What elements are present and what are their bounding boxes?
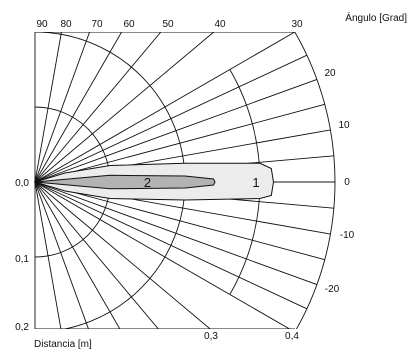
arc-0_4m	[294, 32, 336, 329]
angle-tick-right-0: 0	[344, 177, 350, 188]
spoke--60deg	[34, 181, 121, 329]
spoke-70deg	[34, 32, 91, 183]
distance-tick-bottom-0_3: 0,3	[204, 331, 218, 342]
spoke--50deg	[34, 181, 159, 329]
distance-axis-label: Distancia [m]	[34, 339, 92, 350]
spoke-30deg	[34, 32, 296, 183]
angle-tick-top-70: 70	[91, 19, 103, 30]
spoke--15deg	[34, 181, 325, 261]
angle-tick-top-30: 30	[291, 19, 303, 30]
spoke--40deg	[34, 181, 211, 329]
spoke--80deg	[34, 181, 62, 329]
angle-tick-top-90: 90	[36, 19, 48, 30]
spoke-50deg	[34, 32, 162, 183]
spoke-40deg	[34, 32, 215, 183]
spoke--25deg	[34, 181, 308, 310]
distance-tick-left-0_0: 0,0	[15, 178, 29, 189]
distance-tick-left-0_2: 0,2	[15, 322, 29, 333]
lobe-label-1: 1	[252, 175, 259, 190]
lobe-2	[34, 174, 216, 190]
spoke-15deg	[34, 103, 325, 183]
spoke-20deg	[34, 78, 318, 183]
angle-tick-top-40: 40	[214, 19, 226, 30]
spoke-60deg	[34, 32, 122, 183]
spoke--20deg	[34, 181, 318, 286]
spoke--30deg	[34, 181, 291, 329]
angle-tick-top-60: 60	[123, 19, 135, 30]
angle-tick-top-80: 80	[60, 19, 72, 30]
spoke--70deg	[34, 181, 89, 329]
spoke-25deg	[34, 54, 308, 183]
distance-tick-bottom-0_4: 0,4	[285, 331, 299, 342]
angle-tick-right-20: 20	[324, 68, 336, 79]
angle-tick-right--10: -10	[340, 230, 355, 241]
detection-lobes: 12	[33, 162, 275, 201]
angle-tick-top-50: 50	[162, 19, 174, 30]
lobe-label-2: 2	[144, 175, 151, 190]
spoke-80deg	[34, 32, 62, 183]
distance-tick-left-0_1: 0,1	[15, 254, 29, 265]
tick-labels: 90 80 70 60 50 40 30 20 10 0 -10 -20 0,0 0,1 0,2 0,3 0,4	[15, 19, 355, 342]
angle-tick-right-10: 10	[338, 120, 350, 131]
angle-axis-label: Ángulo [Grad]	[345, 11, 407, 24]
angle-tick-right--20: -20	[325, 284, 340, 295]
